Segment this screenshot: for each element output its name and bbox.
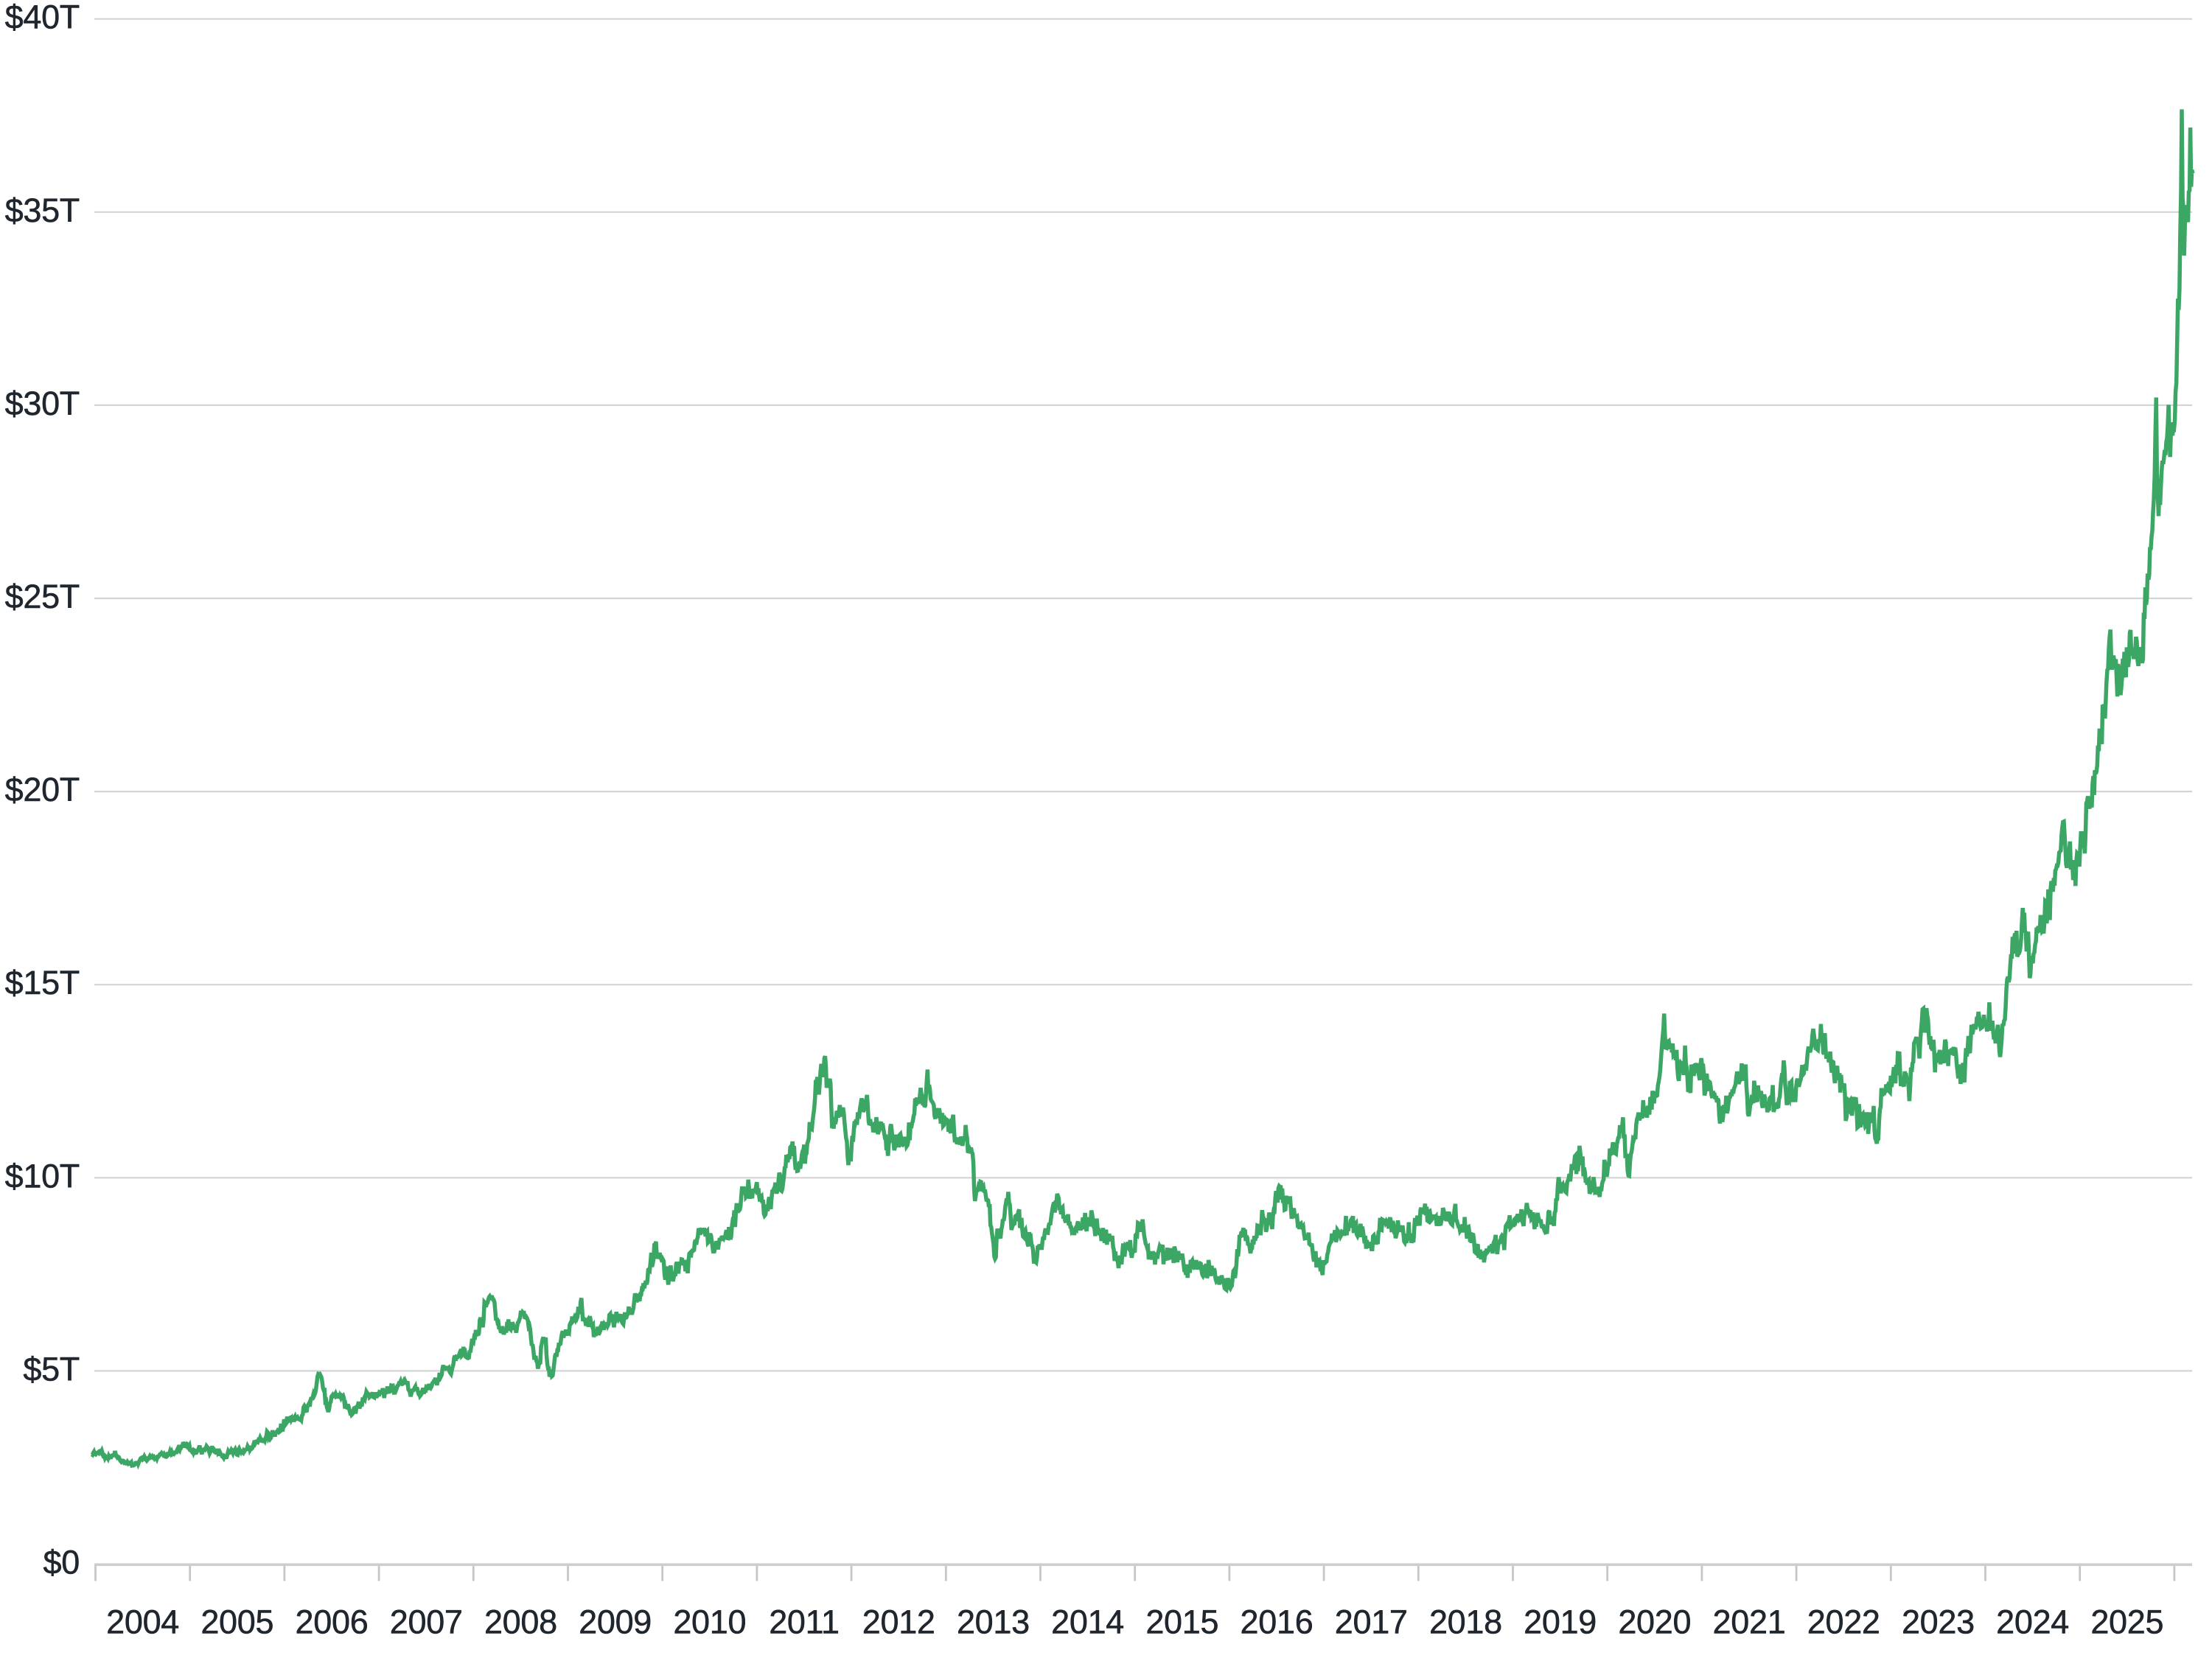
svg-text:$0: $0 [43,1544,80,1581]
svg-text:$15T: $15T [5,964,80,1001]
svg-text:2025: 2025 [2090,1603,2163,1641]
svg-text:2021: 2021 [1713,1603,1786,1641]
svg-text:2018: 2018 [1429,1603,1502,1641]
svg-text:2014: 2014 [1051,1603,1124,1641]
svg-text:2020: 2020 [1618,1603,1691,1641]
svg-text:2019: 2019 [1524,1603,1597,1641]
svg-text:2023: 2023 [1902,1603,1975,1641]
svg-text:$5T: $5T [23,1350,80,1388]
svg-text:2004: 2004 [106,1603,179,1641]
svg-text:2012: 2012 [862,1603,935,1641]
svg-text:$25T: $25T [5,578,80,615]
svg-text:2013: 2013 [957,1603,1030,1641]
svg-text:2016: 2016 [1241,1603,1313,1641]
svg-text:2008: 2008 [484,1603,557,1641]
svg-text:$35T: $35T [5,192,80,229]
svg-text:2006: 2006 [296,1603,369,1641]
svg-text:2010: 2010 [673,1603,746,1641]
svg-text:2005: 2005 [200,1603,273,1641]
svg-text:$40T: $40T [5,0,80,36]
svg-text:$20T: $20T [5,771,80,808]
svg-text:2015: 2015 [1145,1603,1218,1641]
svg-text:2017: 2017 [1335,1603,1408,1641]
svg-text:2011: 2011 [769,1603,840,1641]
svg-text:2007: 2007 [390,1603,463,1641]
svg-text:2009: 2009 [579,1603,652,1641]
svg-text:2022: 2022 [1807,1603,1880,1641]
svg-text:$30T: $30T [5,385,80,422]
svg-text:2024: 2024 [1996,1603,2069,1641]
svg-text:$10T: $10T [5,1157,80,1194]
